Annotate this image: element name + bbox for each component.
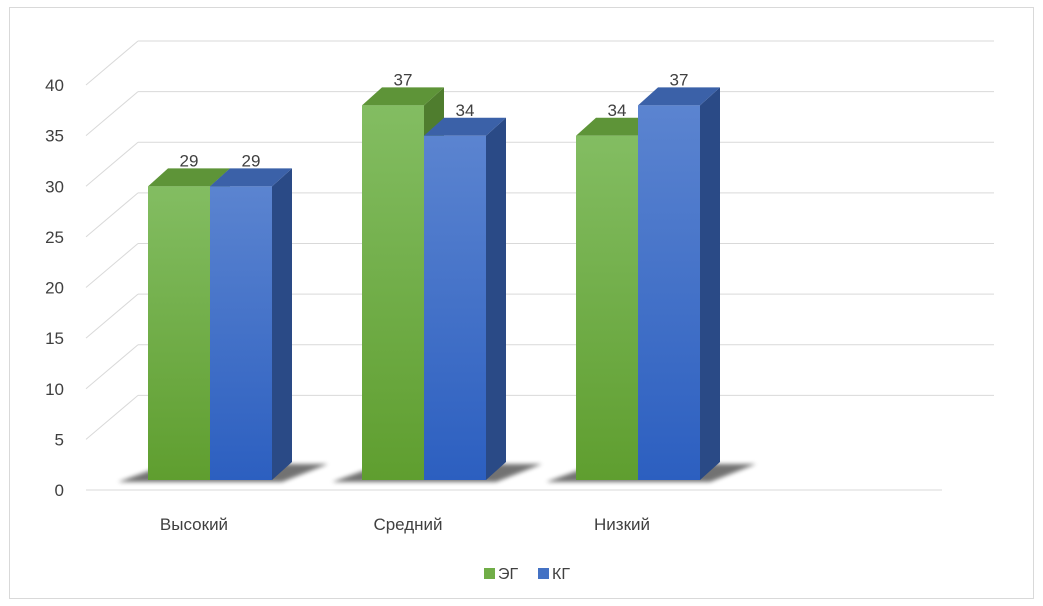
y-tick-label: 0 (55, 481, 64, 500)
chart-frame (9, 7, 1034, 599)
y-tick-label: 5 (55, 430, 64, 449)
data-label: 34 (608, 101, 627, 120)
legend: ЭГ КГ (484, 566, 570, 583)
category-label: Средний (373, 515, 442, 534)
bar-kg (424, 117, 506, 480)
legend-swatch (538, 568, 549, 579)
data-label: 34 (456, 101, 475, 120)
bars-layer (118, 87, 756, 482)
gridline (85, 91, 994, 137)
labels-layer: 29 29 37 34 34 37 (180, 70, 689, 170)
y-tick-label: 30 (45, 177, 64, 196)
data-label: 29 (242, 151, 261, 170)
y-tick-label: 40 (45, 76, 64, 95)
y-tick-label: 20 (45, 279, 64, 298)
y-tick-label: 35 (45, 127, 64, 146)
y-tick-label: 15 (45, 329, 64, 348)
gridline (85, 40, 994, 86)
legend-item: ЭГ (484, 566, 519, 583)
gridline (85, 141, 994, 187)
data-label: 29 (180, 151, 199, 170)
data-label: 37 (670, 70, 689, 89)
y-tick-label: 10 (45, 380, 64, 399)
bar-kg (210, 168, 292, 480)
bar-kg (638, 87, 720, 480)
legend-swatch (484, 568, 495, 579)
legend-label: КГ (552, 566, 570, 583)
legend-item: КГ (538, 566, 570, 583)
data-label: 37 (394, 70, 413, 89)
category-label: Высокий (160, 515, 228, 534)
axis-layer: 0 5 10 15 20 25 30 35 40 Высокий Средний Низкий (45, 76, 650, 534)
category-label: Низкий (594, 515, 650, 534)
legend-label: ЭГ (498, 566, 519, 583)
y-tick-label: 25 (45, 228, 64, 247)
